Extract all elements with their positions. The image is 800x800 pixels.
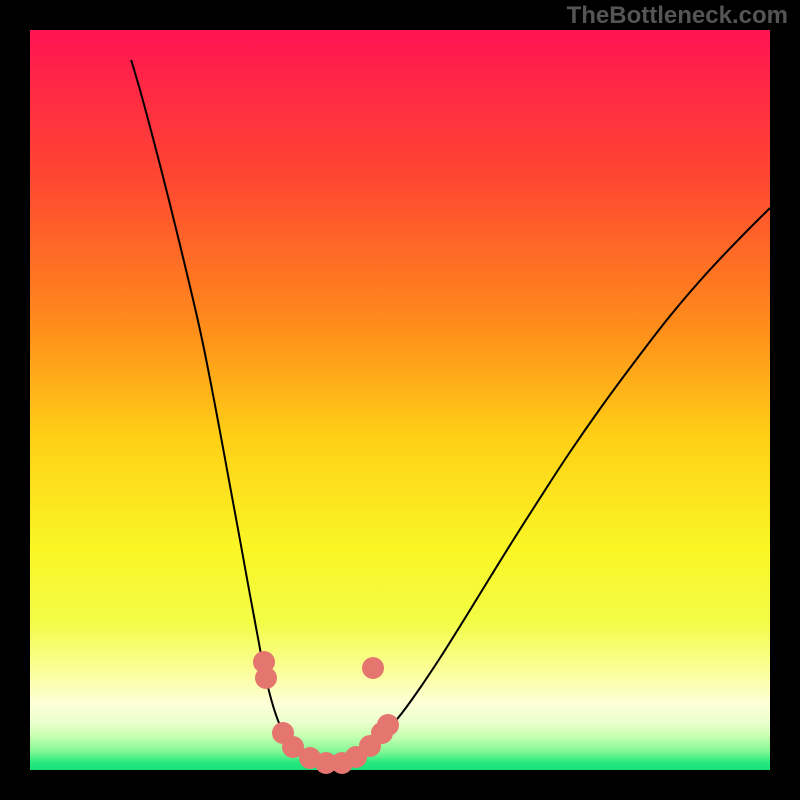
marker-left-1 [255,667,277,689]
chart-frame: TheBottleneck.com [0,0,800,800]
marker-right-4 [377,714,399,736]
bottleneck-curve-chart [0,0,800,800]
plot-background [30,30,770,770]
watermark-text: TheBottleneck.com [567,2,788,30]
marker-right-5 [362,657,384,679]
